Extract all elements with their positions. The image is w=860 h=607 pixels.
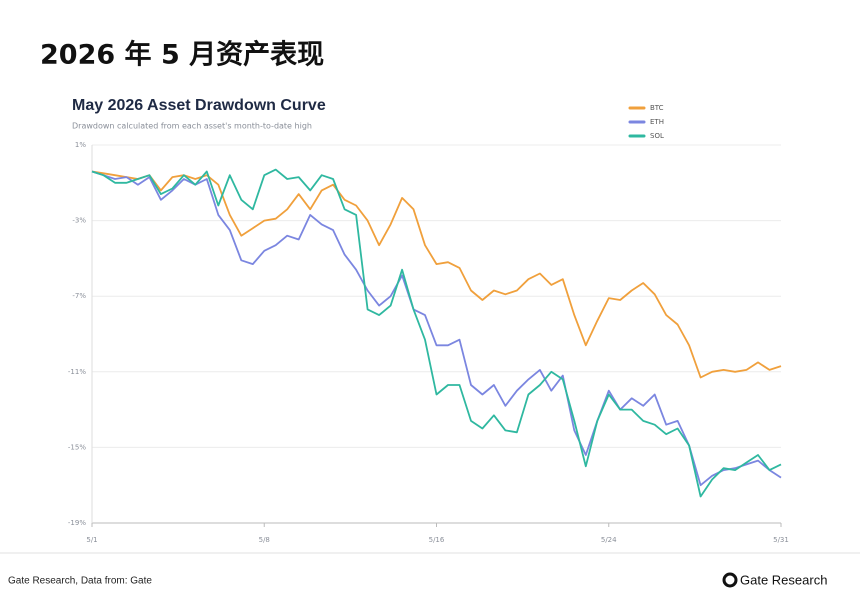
- y-tick-label: -3%: [72, 217, 86, 225]
- y-tick-label: -19%: [68, 519, 86, 527]
- y-tick-label: -15%: [68, 443, 86, 451]
- footer-source: Gate Research, Data from: Gate: [8, 576, 152, 587]
- x-tick-label: 5/16: [429, 536, 445, 544]
- y-tick-label: -7%: [72, 292, 86, 300]
- page-title: 2026 年 5 月资产表现: [40, 39, 324, 71]
- x-tick-label: 5/1: [86, 536, 97, 544]
- brand-logo: [722, 572, 738, 588]
- legend-label: SOL: [650, 132, 664, 140]
- y-tick-label: -11%: [68, 368, 86, 376]
- y-tick-label: 1%: [75, 141, 86, 149]
- series-line: [91, 170, 782, 379]
- x-tick-label: 5/31: [773, 536, 789, 544]
- legend-label: BTC: [650, 104, 664, 112]
- chart-subtitle: Drawdown calculated from each asset's mo…: [72, 122, 312, 131]
- footer-brand: Gate Research: [740, 572, 827, 587]
- chart-title: May 2026 Asset Drawdown Curve: [72, 97, 326, 114]
- series-line: [91, 168, 782, 498]
- x-tick-label: 5/8: [259, 536, 270, 544]
- x-tick-label: 5/24: [601, 536, 617, 544]
- legend-label: ETH: [650, 118, 664, 126]
- series-line: [91, 170, 782, 487]
